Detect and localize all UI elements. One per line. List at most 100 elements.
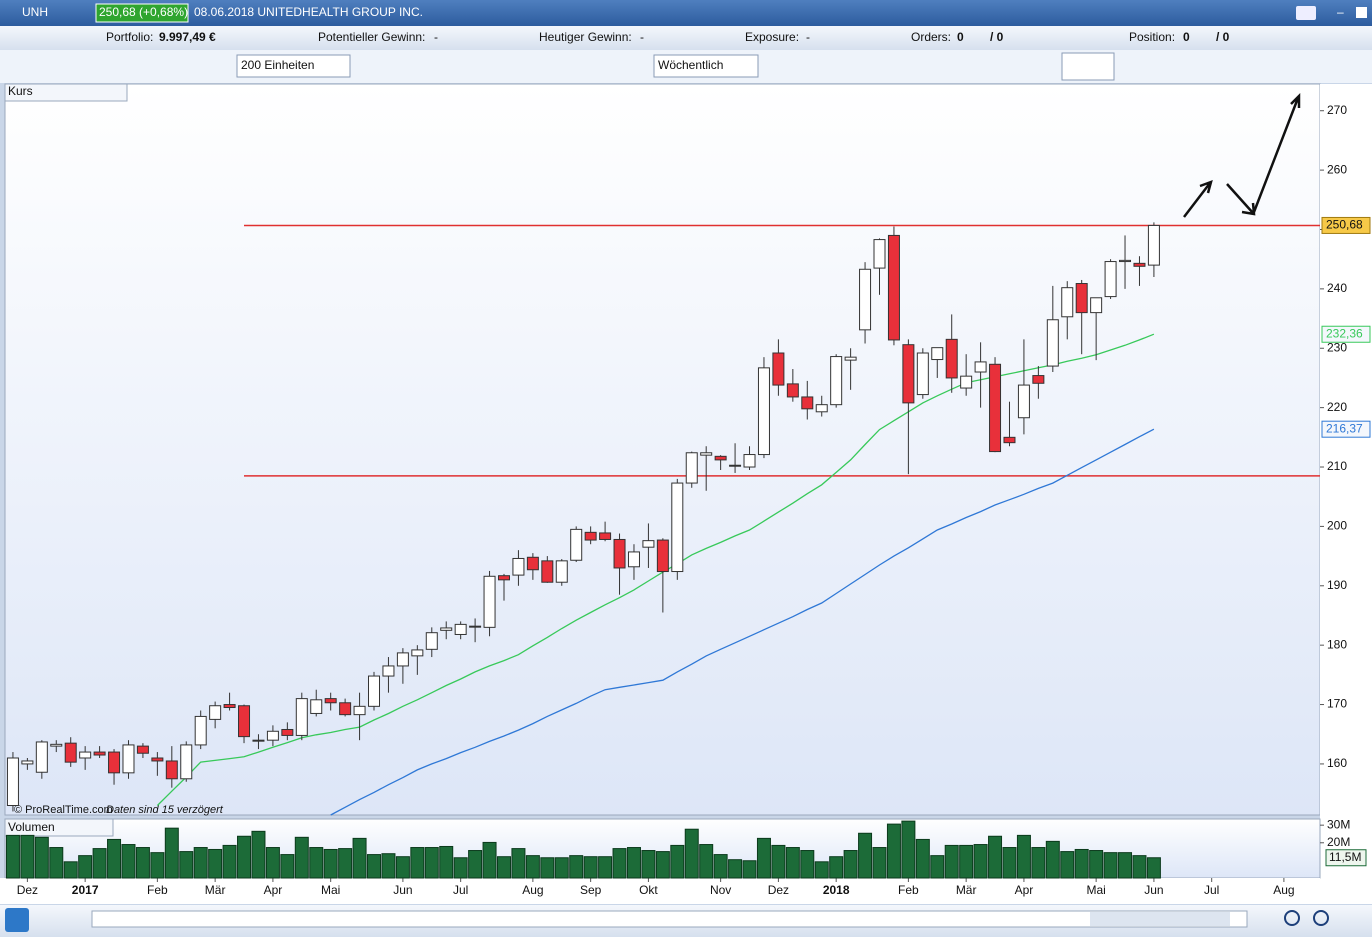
minimize-button[interactable]: –: [1337, 5, 1344, 19]
volume-bar: [785, 847, 800, 879]
price-axis: [1320, 84, 1372, 904]
moving-average: [330, 428, 1155, 816]
candle-body: [642, 540, 655, 548]
volume-bar: [959, 844, 974, 879]
volume-bar: [540, 857, 555, 879]
orders-value: 0: [957, 30, 964, 44]
volume-bar: [829, 856, 844, 879]
volume-bar: [5, 834, 20, 879]
y-tick-label: 260: [1327, 162, 1347, 176]
volume-bar: [410, 847, 425, 879]
volume-bar: [208, 848, 223, 879]
candle-body: [223, 704, 236, 709]
candle-body: [801, 396, 814, 410]
x-tick-label: 2018: [823, 883, 850, 897]
y-tick-label: 230: [1327, 340, 1347, 354]
portfolio-value: 9.997,49 €: [159, 30, 216, 44]
volume-bar: [352, 837, 367, 879]
candle-body: [339, 702, 352, 716]
position-total: / 0: [1216, 30, 1230, 44]
scrollbar[interactable]: [91, 910, 1248, 928]
candle-body: [859, 268, 872, 331]
volume-bar: [280, 854, 295, 879]
volume-bar: [872, 847, 887, 879]
candle-body: [122, 744, 135, 774]
candle-body: [469, 625, 482, 628]
volume-bar: [150, 852, 165, 879]
title-bar: [0, 0, 1372, 26]
volume-bar: [1103, 852, 1118, 879]
candle-body: [584, 531, 597, 541]
volume-bar: [135, 847, 150, 879]
volume-bar: [496, 856, 511, 879]
volume-bar: [626, 847, 641, 879]
units-select[interactable]: [236, 54, 351, 78]
x-tick-label: Mai: [321, 883, 340, 897]
candle-body: [425, 632, 438, 650]
candle-body: [685, 452, 698, 484]
volume-bar: [395, 856, 410, 879]
keyboard-button[interactable]: [1296, 6, 1316, 20]
moving-average: [156, 333, 1155, 806]
volume-bar: [569, 855, 584, 879]
volume-bar: [121, 844, 136, 879]
zoom-out[interactable]: [1313, 910, 1329, 926]
x-tick-label: Jun: [393, 883, 412, 897]
volume-bar: [1045, 840, 1060, 879]
gain-value: -: [434, 30, 438, 44]
volume-bar: [944, 844, 959, 879]
volume-bar: [237, 835, 252, 879]
volume-bar: [670, 844, 685, 879]
candle-body: [1032, 375, 1045, 384]
candle-body: [382, 665, 395, 677]
x-tick-label: Mai: [1086, 883, 1105, 897]
candle-body: [79, 751, 92, 759]
symbol: UNH: [22, 5, 48, 19]
units: 200 Einheiten: [241, 58, 314, 72]
drawn-arrows: [1183, 92, 1301, 218]
indicator-button[interactable]: [1061, 52, 1115, 81]
candle-body: [6, 757, 19, 806]
candle-body: [454, 623, 467, 635]
candle-body: [757, 367, 770, 456]
candle-body: [324, 698, 337, 704]
candle-body: [209, 705, 222, 720]
volume-bar: [164, 827, 179, 879]
volume-bar: [713, 854, 728, 879]
candle-body: [440, 627, 453, 631]
exposure-label: Exposure:: [745, 30, 799, 44]
volume-bar: [78, 855, 93, 879]
interval-select[interactable]: [653, 54, 759, 78]
x-tick-label: Dez: [17, 883, 38, 897]
volume-bar: [756, 837, 771, 879]
zoom-in[interactable]: [1284, 910, 1300, 926]
x-tick-label: Aug: [522, 883, 543, 897]
candle-body: [974, 361, 987, 373]
volume-bar: [858, 832, 873, 879]
candle-body: [931, 347, 944, 361]
candle-body: [396, 652, 409, 667]
time-axis: [0, 878, 1320, 904]
account-bar: [0, 26, 1372, 50]
candle-body: [295, 698, 308, 736]
share-button[interactable]: [5, 908, 29, 932]
volume-bar: [1089, 850, 1104, 879]
candle-body: [180, 744, 193, 780]
candle-body: [887, 234, 900, 341]
maximize-button[interactable]: [1356, 7, 1367, 18]
portfolio-label: Portfolio:: [106, 30, 153, 44]
volume-bar: [886, 823, 901, 879]
candle-body: [714, 455, 727, 461]
candle-body: [815, 404, 828, 413]
y-tick-label: 190: [1327, 578, 1347, 592]
volume-bar: [468, 850, 483, 879]
y-tick-label: 180: [1327, 637, 1347, 651]
volume-bar: [1132, 855, 1147, 879]
candle-body: [613, 538, 626, 569]
volume-bar: [901, 820, 916, 879]
today-label: Heutiger Gewinn:: [539, 30, 632, 44]
price-label-box: [1321, 216, 1371, 234]
scroll-thumb[interactable]: [1090, 912, 1230, 926]
candle-body: [310, 699, 323, 714]
exposure-value: -: [806, 30, 810, 44]
